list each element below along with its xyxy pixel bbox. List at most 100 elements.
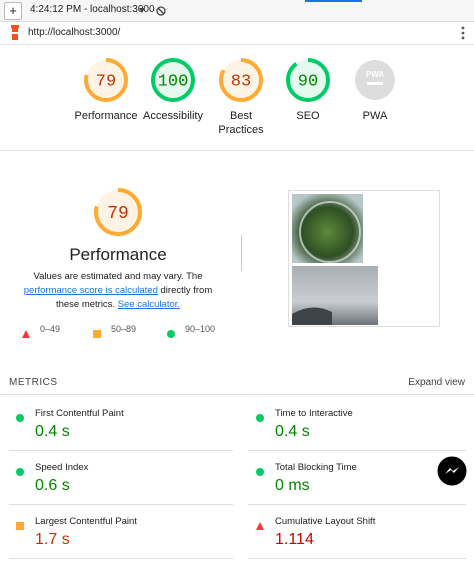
gauge-score: 79 <box>107 204 129 224</box>
link[interactable]: See calculator. <box>117 299 181 310</box>
legend-icon <box>93 325 101 338</box>
gauge-label[interactable]: PWA <box>362 110 388 122</box>
gauge-base <box>153 60 193 100</box>
triangle <box>256 522 264 530</box>
pwa-dash <box>367 82 383 85</box>
gauge-arc <box>286 58 330 102</box>
divider <box>248 450 466 451</box>
gauge-label[interactable]: SEO <box>296 110 320 122</box>
url-bar <box>0 22 474 45</box>
circle <box>167 330 175 338</box>
menu-button[interactable] <box>460 26 466 40</box>
square <box>93 330 101 338</box>
tab-bar <box>0 0 474 22</box>
legend-shape <box>167 330 175 338</box>
divider <box>9 450 233 451</box>
metric-label: Time to Interactive <box>275 408 353 419</box>
report-title[interactable]: 4:24:12 PM - localhost:3000 <box>30 4 155 15</box>
legend-icon <box>22 325 30 338</box>
legend-shape <box>22 330 30 338</box>
gauge[interactable]: PWA <box>351 56 399 104</box>
metric-shape <box>256 522 264 530</box>
gauge[interactable]: 79 <box>92 186 144 238</box>
divider <box>248 504 466 505</box>
screenshot <box>292 194 378 325</box>
legend-label: 90–100 <box>185 324 216 334</box>
section-title: Performance <box>69 245 167 264</box>
link[interactable]: performance score is calculated <box>23 285 158 296</box>
gauge-arc <box>94 188 142 236</box>
metric-label: First Contentful Paint <box>35 408 124 419</box>
metric-shape <box>16 468 24 476</box>
gauge-arc <box>151 58 195 102</box>
gauge-base <box>96 190 140 234</box>
divider <box>9 558 233 559</box>
gauge[interactable]: 100 <box>149 56 197 104</box>
metric-label: Total Blocking Time <box>275 462 357 473</box>
divider <box>0 150 474 151</box>
gauge-label[interactable]: Best Practices <box>218 110 264 136</box>
gauge-label[interactable]: Performance <box>74 110 138 122</box>
gauge-base <box>86 60 126 100</box>
gauge[interactable]: 79 <box>82 56 130 104</box>
gauge-score: 79 <box>96 72 116 91</box>
metric-shape <box>256 468 264 476</box>
url[interactable]: http://localhost:3000/ <box>28 27 121 38</box>
metric-value: 1.7 s <box>35 531 70 548</box>
metric-icon <box>16 517 24 530</box>
legend-label: 50–89 <box>111 324 137 334</box>
metric-icon <box>256 517 264 530</box>
gauge-score: 90 <box>298 72 318 91</box>
screenshot-frame <box>288 190 440 327</box>
description: Values are estimated and may vary. The p… <box>14 270 222 312</box>
metric-icon <box>16 463 24 476</box>
metric-value: 0 ms <box>275 477 310 494</box>
metric-value: 0.4 s <box>275 423 310 440</box>
block-icon-slash <box>157 7 165 15</box>
dropdown-icon[interactable] <box>139 8 145 13</box>
pwa-badge: PWA <box>366 70 384 79</box>
legend-shape <box>93 330 101 338</box>
gauge[interactable]: 83 <box>217 56 265 104</box>
toolbar-icons <box>139 6 166 16</box>
description-text: Values are estimated and may vary. The <box>33 271 203 282</box>
gauge[interactable]: 90 <box>284 56 332 104</box>
metric-label: Largest Contentful Paint <box>35 516 137 527</box>
gauge-base <box>288 60 328 100</box>
divider <box>0 394 474 395</box>
metric-icon <box>16 409 24 422</box>
tab-indicator <box>305 0 362 2</box>
square <box>16 522 24 530</box>
expand-view[interactable]: Expand view <box>408 377 465 388</box>
circle <box>256 468 264 476</box>
circle <box>16 468 24 476</box>
metric-icon <box>256 463 264 476</box>
divider <box>248 558 466 559</box>
block-icon[interactable] <box>156 6 166 16</box>
divider <box>241 235 242 271</box>
new-tab-button[interactable]: + <box>4 2 22 20</box>
gauge-base <box>355 60 395 100</box>
metrics-heading: METRICS <box>9 377 58 388</box>
messenger-button[interactable] <box>436 455 468 487</box>
legend-icon <box>167 325 175 338</box>
gauge-score: 83 <box>231 72 251 91</box>
metric-value: 1.114 <box>275 531 314 548</box>
metric-label: Cumulative Layout Shift <box>275 516 376 527</box>
gauge-base <box>221 60 261 100</box>
metric-icon <box>256 409 264 422</box>
gauge-arc <box>84 58 128 102</box>
circle <box>256 414 264 422</box>
lighthouse-icon <box>11 25 19 40</box>
metric-shape <box>256 414 264 422</box>
metric-shape <box>16 522 24 530</box>
metric-value: 0.6 s <box>35 477 70 494</box>
circle <box>16 414 24 422</box>
metric-shape <box>16 414 24 422</box>
divider <box>9 504 233 505</box>
gauge-score: 100 <box>158 72 189 91</box>
gauge-label[interactable]: Accessibility <box>143 110 203 122</box>
